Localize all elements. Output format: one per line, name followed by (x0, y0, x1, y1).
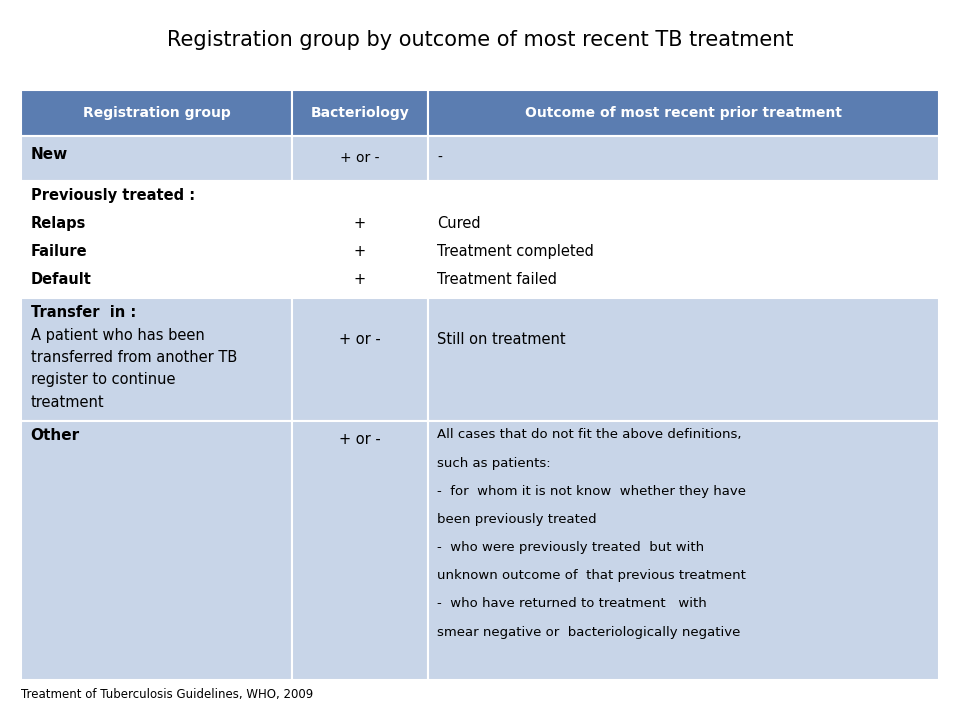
Text: unknown outcome of  that previous treatment: unknown outcome of that previous treatme… (438, 570, 746, 582)
Text: Other: Other (31, 428, 80, 444)
Text: Relaps: Relaps (31, 216, 86, 231)
Text: Registration group: Registration group (83, 106, 230, 120)
Bar (292, 90, 428, 135)
Text: A patient who has been: A patient who has been (31, 328, 204, 343)
Text: + or -: + or - (340, 151, 379, 166)
Bar (292, 135, 428, 181)
Text: register to continue: register to continue (31, 372, 176, 387)
Text: Treatment completed: Treatment completed (438, 244, 594, 259)
Text: + or -: + or - (339, 333, 381, 348)
Text: Treatment failed: Treatment failed (438, 271, 558, 287)
Text: treatment: treatment (31, 395, 105, 410)
Text: such as patients:: such as patients: (438, 456, 551, 469)
Text: Transfer  in :: Transfer in : (31, 305, 136, 320)
Text: smear negative or  bacteriologically negative: smear negative or bacteriologically nega… (438, 626, 741, 639)
Bar (21, 181, 292, 298)
Text: -: - (438, 151, 443, 166)
Bar (428, 135, 939, 181)
Text: Cured: Cured (438, 216, 481, 231)
Text: Failure: Failure (31, 244, 87, 259)
Bar (428, 181, 939, 298)
Bar (21, 298, 292, 421)
Text: New: New (31, 147, 68, 162)
Bar (428, 421, 939, 680)
Text: transferred from another TB: transferred from another TB (31, 350, 237, 365)
Text: Still on treatment: Still on treatment (438, 333, 565, 348)
Text: -  who have returned to treatment   with: - who have returned to treatment with (438, 598, 707, 611)
Bar (292, 298, 428, 421)
Text: been previously treated: been previously treated (438, 513, 597, 526)
Text: Treatment of Tuberculosis Guidelines, WHO, 2009: Treatment of Tuberculosis Guidelines, WH… (21, 688, 313, 701)
Text: All cases that do not fit the above definitions,: All cases that do not fit the above defi… (438, 428, 742, 441)
Text: Default: Default (31, 271, 91, 287)
Bar (21, 90, 292, 135)
Text: Previously treated :: Previously treated : (31, 188, 195, 203)
Text: Registration group by outcome of most recent TB treatment: Registration group by outcome of most re… (167, 30, 793, 50)
Bar (21, 135, 292, 181)
Text: -  for  whom it is not know  whether they have: - for whom it is not know whether they h… (438, 485, 746, 498)
Text: + or -: + or - (339, 432, 381, 447)
Bar (428, 90, 939, 135)
Bar (428, 298, 939, 421)
Bar (21, 421, 292, 680)
Text: Outcome of most recent prior treatment: Outcome of most recent prior treatment (525, 106, 842, 120)
Text: -  who were previously treated  but with: - who were previously treated but with (438, 541, 705, 554)
Text: Bacteriology: Bacteriology (310, 106, 409, 120)
Text: +: + (353, 271, 366, 287)
Text: +: + (353, 244, 366, 259)
Bar (292, 421, 428, 680)
Text: +: + (353, 216, 366, 231)
Bar (292, 181, 428, 298)
